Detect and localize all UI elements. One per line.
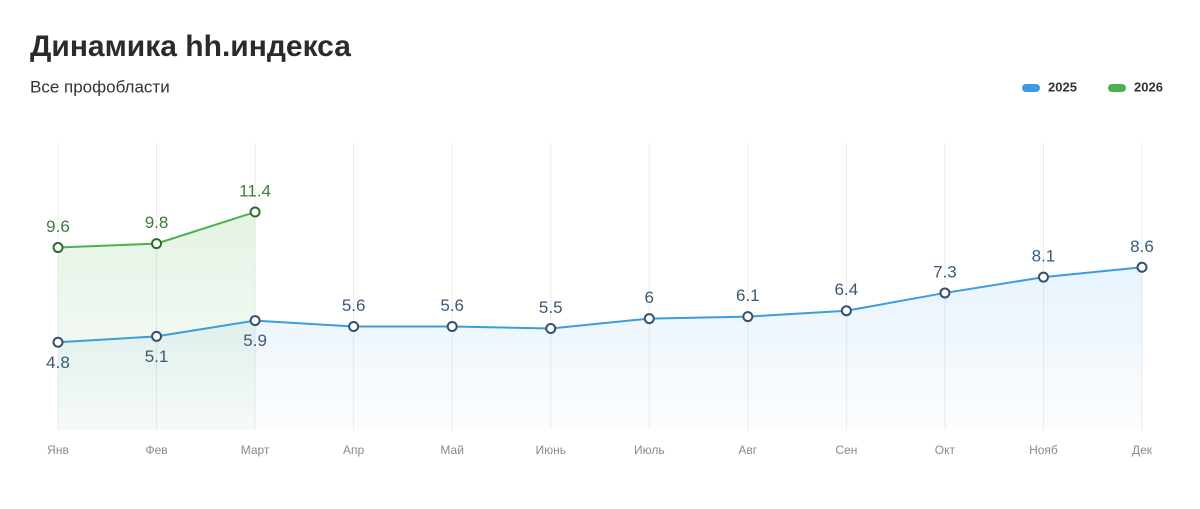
chart-title: Динамика hh.индекса (30, 30, 351, 63)
x-tick-label: Апр (343, 443, 365, 457)
legend-label: 2025 (1048, 79, 1077, 94)
area (58, 267, 1142, 430)
marker (348, 320, 360, 332)
x-tick-label: Дек (1132, 443, 1153, 457)
data-label: 6.1 (736, 286, 760, 305)
data-label: 5.6 (342, 296, 366, 315)
marker (939, 287, 951, 299)
marker (1037, 271, 1049, 283)
data-label: 5.1 (145, 347, 169, 366)
legend-swatch (1022, 84, 1040, 92)
area (58, 212, 256, 430)
chart-subtitle: Все профобласти (30, 77, 170, 96)
x-tick-label: Июль (634, 443, 665, 457)
data-label: 5.9 (243, 331, 267, 350)
marker (151, 330, 163, 342)
x-tick-label: Окт (935, 443, 956, 457)
data-label: 11.4 (239, 182, 271, 201)
marker (151, 238, 163, 250)
marker (52, 242, 64, 254)
x-tick-label: Май (440, 443, 464, 457)
marker (742, 311, 754, 323)
marker (249, 206, 261, 218)
data-label: 5.5 (539, 298, 563, 317)
legend-swatch (1108, 84, 1126, 92)
marker (446, 320, 458, 332)
data-label: 9.6 (46, 217, 70, 236)
x-tick-label: Сен (835, 443, 857, 457)
data-label: 6 (645, 288, 654, 307)
x-tick-label: Март (241, 443, 270, 457)
data-label: 5.6 (440, 296, 464, 315)
x-tick-label: Нояб (1029, 443, 1058, 457)
marker (249, 315, 261, 327)
data-label: 7.3 (933, 262, 957, 281)
data-label: 8.6 (1130, 237, 1154, 256)
marker (52, 336, 64, 348)
marker (1136, 261, 1148, 273)
marker (545, 322, 557, 334)
data-label: 9.8 (145, 213, 169, 232)
data-label: 4.8 (46, 353, 70, 372)
legend-label: 2026 (1134, 79, 1163, 94)
data-label: 6.4 (835, 280, 859, 299)
x-tick-label: Авг (738, 443, 757, 457)
x-tick-label: Фев (145, 443, 167, 457)
marker (840, 305, 852, 317)
x-tick-label: Янв (47, 443, 69, 457)
data-label: 8.1 (1032, 247, 1056, 266)
x-tick-label: Июнь (535, 443, 566, 457)
marker (643, 313, 655, 325)
